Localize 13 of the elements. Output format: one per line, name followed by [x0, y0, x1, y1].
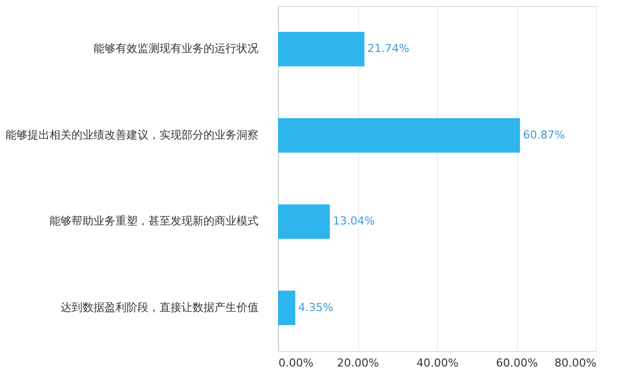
data-label: 13.04%: [332, 214, 375, 228]
data-label: 60.87%: [522, 128, 565, 142]
y-tick-label: 达到数据盈利阶段，直接让数据产生价值: [60, 300, 258, 314]
x-tick-label: 20.00%: [337, 356, 379, 370]
x-tick-label: 80.00%: [554, 356, 596, 370]
y-tick-label: 能够帮助业务重塑，甚至发现新的商业模式: [50, 214, 258, 228]
y-tick-label: 能够有效监测现有业务的运行状况: [94, 42, 258, 56]
x-tick-label: 0.00%: [278, 356, 314, 370]
x-tick-label: 60.00%: [496, 356, 538, 370]
data-label: 21.74%: [367, 42, 410, 56]
x-tick-label: 40.00%: [416, 356, 458, 370]
y-tick-label: 能够提出相关的业绩改善建议，实现部分的业务洞察: [6, 128, 258, 142]
data-label: 4.35%: [298, 300, 334, 314]
